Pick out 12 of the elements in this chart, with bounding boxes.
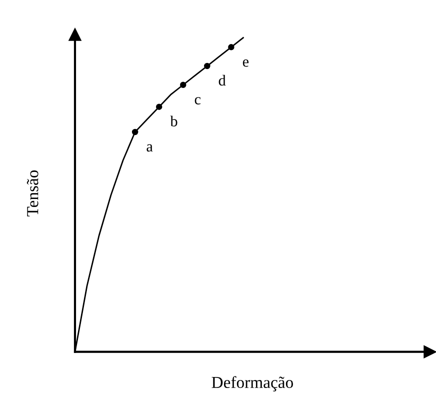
y-axis-title: Tensão (26, 170, 38, 216)
x-axis-title: Deformação (212, 376, 293, 392)
point (228, 44, 234, 50)
point (180, 82, 186, 88)
point (204, 62, 210, 70)
annotation: c (194, 97, 201, 104)
annotation: a (146, 144, 153, 152)
annotation: e (242, 59, 249, 67)
annotation: d (218, 74, 226, 86)
point (156, 104, 162, 110)
annotation: b (170, 116, 178, 126)
point (132, 128, 138, 136)
